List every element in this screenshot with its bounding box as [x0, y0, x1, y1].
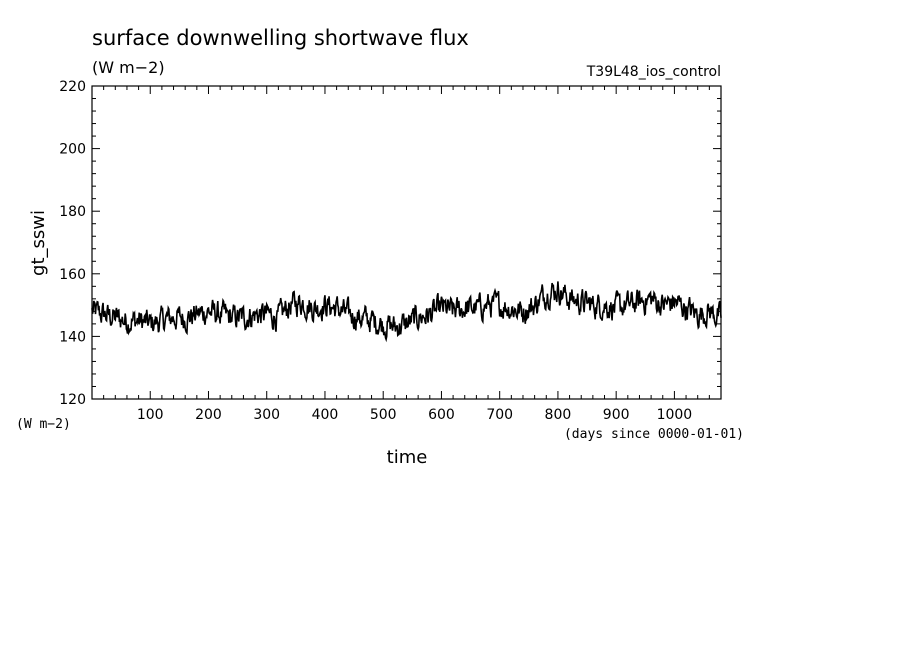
y-tick-label: 140 — [59, 329, 86, 345]
x-tick-label: 600 — [428, 407, 455, 423]
y-tick-label: 120 — [59, 392, 86, 408]
x-tick-label: 700 — [486, 407, 513, 423]
x-tick-label: 1000 — [657, 407, 693, 423]
plot-frame — [91, 85, 722, 400]
chart-subtitle: (W m−2) — [92, 58, 165, 77]
y-tick-label: 220 — [59, 79, 86, 95]
y-axis-tick-labels: 120 140 160 180 200 220 — [59, 79, 86, 408]
y-axis-ticks — [92, 85, 721, 400]
y-tick-label: 180 — [59, 204, 86, 220]
chart-title: surface downwelling shortwave flux — [92, 26, 469, 50]
x-tick-label: 800 — [545, 407, 572, 423]
y-tick-label: 200 — [59, 142, 86, 158]
y-units-label: (W m−2) — [16, 417, 71, 432]
x-tick-label: 900 — [603, 407, 630, 423]
x-tick-label: 300 — [253, 407, 280, 423]
x-tick-label: 500 — [370, 407, 397, 423]
x-axis-tick-labels: 100 200 300 400 500 600 700 800 900 1000 — [137, 407, 692, 423]
x-axis-label: time — [387, 447, 428, 468]
x-tick-label: 100 — [137, 407, 164, 423]
x-axis-ticks — [91, 86, 722, 399]
x-units-label: (days since 0000-01-01) — [564, 427, 744, 442]
y-tick-label: 160 — [59, 267, 86, 283]
x-tick-label: 400 — [312, 407, 339, 423]
run-label: T39L48_ios_control — [586, 64, 721, 80]
series-line — [91, 281, 722, 343]
x-tick-label: 200 — [195, 407, 222, 423]
y-axis-label: gt_sswi — [28, 210, 49, 276]
